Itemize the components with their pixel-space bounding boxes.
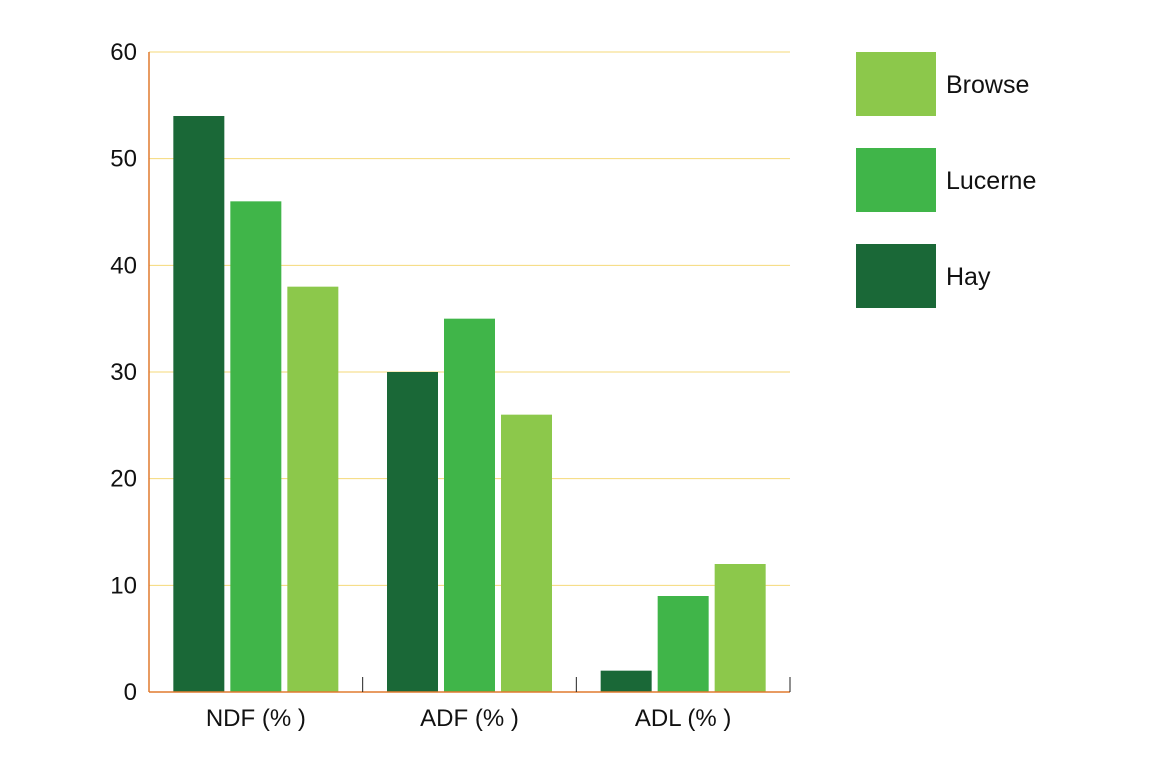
bar-browse-2 <box>714 564 766 692</box>
x-category-labels: NDF (% ) ADF (% ) ADL (% ) <box>206 705 732 732</box>
legend-swatch <box>856 244 936 308</box>
bar-browse-0 <box>287 286 339 692</box>
legend-label: Lucerne <box>946 167 1036 195</box>
axes <box>148 52 791 693</box>
legend-label: Hay <box>946 263 991 291</box>
legend: Browse Lucerne Hay <box>856 52 1036 308</box>
y-tick-label: 10 <box>110 572 137 599</box>
bar-lucerne-0 <box>230 201 282 693</box>
y-tick-labels: 0 10 20 30 40 50 60 <box>110 39 137 706</box>
legend-item-hay: Hay <box>856 244 991 308</box>
bar-hay-2 <box>600 670 652 692</box>
bar-hay-0 <box>173 116 225 692</box>
y-tick-label: 60 <box>110 39 137 66</box>
bar-lucerne-1 <box>444 318 495 692</box>
legend-item-lucerne: Lucerne <box>856 148 1036 212</box>
y-tick-label: 30 <box>110 359 137 386</box>
y-tick-label: 50 <box>110 146 137 173</box>
legend-swatch <box>856 52 936 116</box>
bar-browse-1 <box>501 414 552 692</box>
legend-item-browse: Browse <box>856 52 1029 116</box>
bars <box>173 116 766 693</box>
legend-label: Browse <box>946 71 1029 99</box>
bar-hay-1 <box>387 372 438 692</box>
legend-swatch <box>856 148 936 212</box>
x-category-label: NDF (% ) <box>206 705 306 732</box>
y-tick-label: 40 <box>110 252 137 279</box>
x-category-label: ADF (% ) <box>420 705 519 732</box>
bar-lucerne-2 <box>657 596 709 692</box>
y-tick-label: 0 <box>124 679 137 706</box>
x-category-label: ADL (% ) <box>635 705 731 732</box>
y-tick-label: 20 <box>110 466 137 493</box>
